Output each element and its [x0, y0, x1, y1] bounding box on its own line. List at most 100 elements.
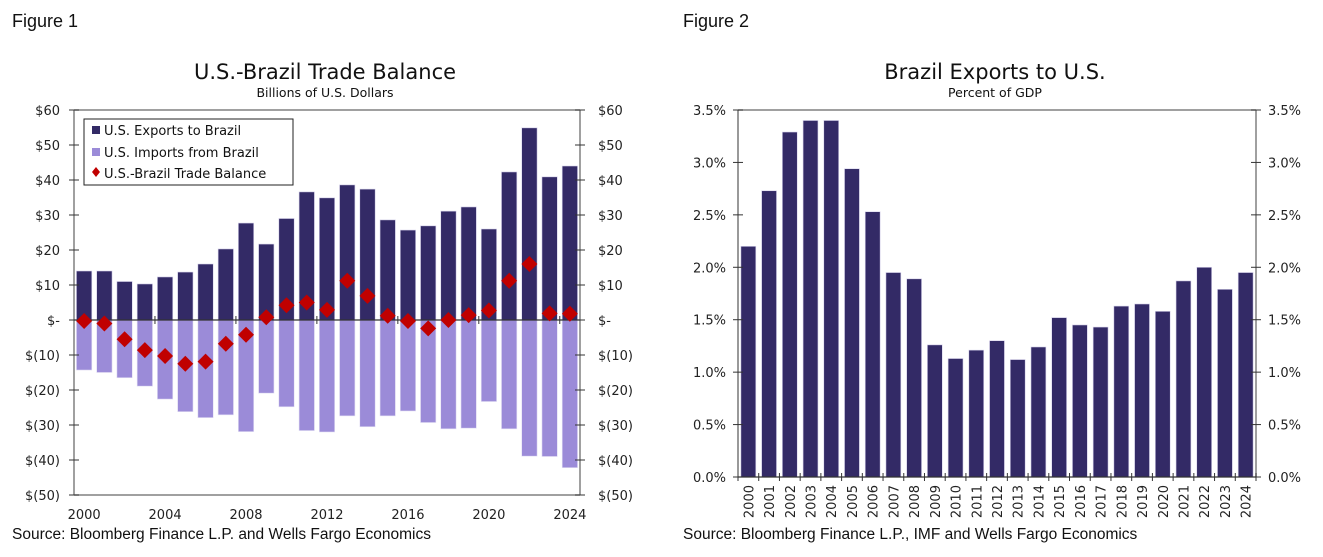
right-y-tick-label: $(10): [598, 349, 633, 364]
gdp-bar-2023: [1217, 289, 1233, 478]
right-y-tick-label: $60: [598, 104, 623, 119]
right-y-tick-label: 2.5%: [1268, 209, 1301, 224]
balance-marker-2024: [561, 305, 578, 322]
right-y-tick-label: $(20): [598, 384, 633, 399]
right-y-tick-label: $(30): [598, 419, 633, 434]
right-y-tick-label: $(40): [598, 454, 633, 469]
gdp-bar-2019: [1134, 303, 1150, 478]
gdp-bar-2008: [906, 278, 922, 478]
gdp-bar-2010: [947, 358, 964, 478]
trade-balance-chart: U.S.-Brazil Trade Balance Billions of U.…: [25, 60, 633, 523]
chart-1-bars: [76, 127, 578, 468]
x-tick-label: 2020: [472, 508, 505, 523]
balance-marker-2002: [116, 331, 133, 348]
balance-marker-2018: [440, 312, 457, 328]
left-y-tick-label: $20: [35, 244, 60, 259]
gdp-bar-2021: [1175, 280, 1192, 478]
x-tick-label: 2008: [229, 508, 262, 523]
right-y-tick-label: $40: [598, 174, 623, 189]
gdp-bar-2009: [927, 344, 943, 478]
chart-1-legend: U.S. Exports to Brazil U.S. Imports from…: [83, 118, 294, 186]
x-tick-label: 2020: [1157, 485, 1172, 518]
right-y-tick-label: 3.0%: [1268, 156, 1301, 171]
x-tick-label: 2008: [908, 485, 923, 518]
left-y-tick-label: 0.0%: [693, 471, 726, 486]
chart-2-subtitle: Percent of GDP: [948, 85, 1042, 100]
legend-label-balance: U.S.-Brazil Trade Balance: [104, 167, 266, 182]
x-tick-label: 2022: [1198, 485, 1213, 518]
balance-marker-2008: [238, 326, 255, 343]
left-y-tick-label: $40: [35, 174, 60, 189]
gdp-bar-2004: [823, 120, 839, 478]
right-y-tick-label: $10: [598, 279, 623, 294]
gdp-bar-2020: [1155, 311, 1171, 478]
left-y-tick-label: $10: [35, 279, 60, 294]
x-tick-label: 2018: [1115, 485, 1130, 518]
x-tick-label: 2021: [1177, 485, 1192, 518]
balance-marker-2019: [460, 307, 477, 324]
right-y-tick-label: 0.5%: [1268, 419, 1301, 434]
x-tick-label: 2012: [310, 508, 343, 523]
x-tick-label: 2024: [1240, 485, 1255, 518]
balance-marker-2022: [521, 256, 538, 272]
right-y-tick-label: 1.5%: [1268, 314, 1301, 329]
gdp-bar-2024: [1237, 272, 1254, 478]
x-tick-label: 2003: [805, 485, 820, 518]
x-tick-label: 2011: [970, 485, 985, 518]
chart-1-title: U.S.-Brazil Trade Balance: [194, 60, 456, 84]
x-tick-label: 2016: [391, 508, 424, 523]
x-tick-label: 2024: [553, 508, 586, 523]
legend-box: [83, 118, 294, 186]
right-y-tick-label: $30: [598, 209, 623, 224]
gdp-bar-2006: [864, 211, 881, 478]
balance-marker-2005: [177, 355, 194, 372]
gdp-bar-2016: [1072, 324, 1088, 478]
chart-1-balance-markers: [76, 256, 578, 372]
right-y-tick-label: $-: [598, 314, 611, 329]
x-tick-label: 2000: [742, 485, 757, 518]
x-tick-label: 2007: [887, 485, 902, 518]
left-y-tick-label: $60: [35, 104, 60, 119]
left-y-tick-label: 3.0%: [693, 156, 726, 171]
gdp-bar-2017: [1092, 326, 1109, 478]
x-tick-label: 2019: [1136, 485, 1151, 518]
right-y-tick-label: 3.5%: [1268, 104, 1301, 119]
gdp-bar-2015: [1051, 317, 1067, 478]
left-y-tick-label: $50: [35, 139, 60, 154]
right-y-tick-label: 1.0%: [1268, 366, 1301, 381]
balance-marker-2009: [258, 309, 275, 326]
balance-marker-2003: [136, 342, 153, 359]
chart-2-title: Brazil Exports to U.S.: [884, 60, 1105, 84]
gdp-bar-2014: [1030, 346, 1047, 478]
balance-marker-2013: [339, 272, 356, 289]
gdp-bar-2001: [761, 190, 777, 478]
figure-1-label: Figure 1: [12, 11, 79, 31]
gdp-bar-2003: [802, 120, 819, 478]
left-y-tick-label: $(40): [25, 454, 60, 469]
x-tick-label: 2006: [867, 485, 882, 518]
right-y-tick-label: 2.0%: [1268, 261, 1301, 276]
chart-2-axes: 3.5% 3.5% 3.0% 3.0% 2.5% 2.5% 2.0% 2.0% 1.5% 1.5%…: [693, 104, 1301, 518]
x-tick-label: 2013: [1012, 485, 1027, 518]
x-tick-label: 2015: [1053, 485, 1068, 518]
gdp-bar-2002: [782, 131, 798, 478]
right-y-tick-label: $(50): [598, 489, 633, 504]
balance-marker-2015: [379, 307, 396, 324]
x-tick-label: 2012: [991, 485, 1006, 518]
x-tick-label: 2002: [784, 485, 799, 518]
chart-2-bars: [740, 120, 1254, 478]
balance-marker-2010: [278, 297, 295, 314]
gdp-bar-2013: [1009, 359, 1026, 478]
gdp-bar-2000: [740, 246, 757, 478]
legend-label-exports: U.S. Exports to Brazil: [104, 124, 241, 139]
gdp-bar-2022: [1196, 266, 1212, 478]
left-y-tick-label: $-: [47, 314, 60, 329]
left-y-tick-label: 0.5%: [693, 419, 726, 434]
x-tick-label: 2017: [1095, 485, 1110, 518]
left-y-tick-label: $(10): [25, 349, 60, 364]
balance-marker-2021: [501, 272, 518, 289]
balance-marker-2011: [298, 294, 315, 311]
left-y-tick-label: 1.0%: [693, 366, 726, 381]
gdp-bar-2011: [968, 349, 985, 478]
